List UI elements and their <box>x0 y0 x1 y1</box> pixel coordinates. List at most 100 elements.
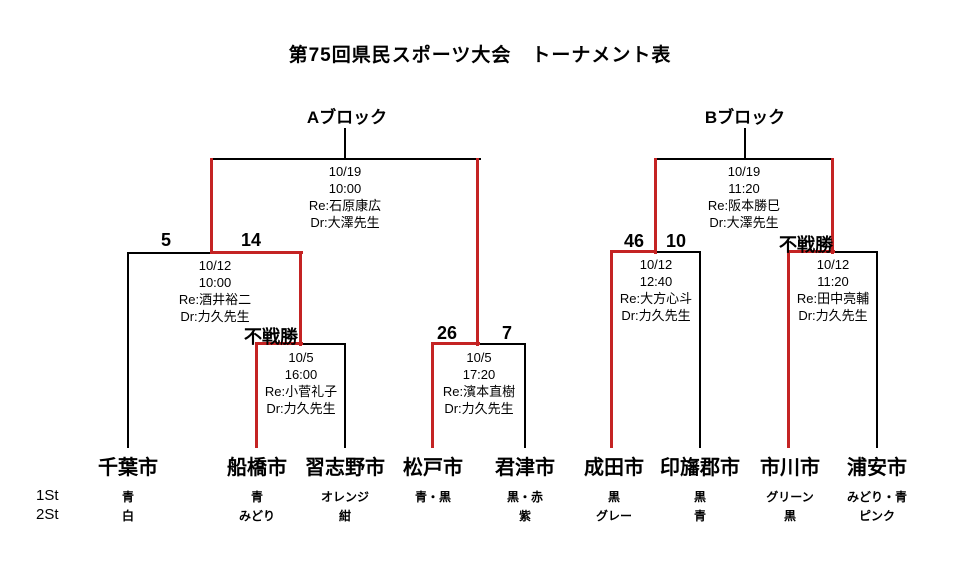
match-doctor: Dr:大澤先生 <box>709 215 779 230</box>
team-uniform-1st: 黒 <box>693 490 706 504</box>
line-a-block-riser <box>344 128 346 160</box>
team-name: 船橋市 <box>227 457 287 479</box>
team-uniform-2nd: 紫 <box>518 509 531 523</box>
line-b-final-top <box>655 158 834 160</box>
path-funabashi-round1-top <box>255 342 303 345</box>
path-funabashi-stub <box>255 342 258 448</box>
match-date: 10/19 <box>328 164 362 179</box>
team-column-matsudo: 松戸市 青・黒 <box>373 451 493 504</box>
team-uniform-1st: 青 <box>250 490 263 504</box>
path-a-final-left <box>210 158 213 254</box>
team-uniform-1st: グリーン <box>766 490 814 504</box>
block-b-label: Bブロック <box>704 108 786 127</box>
walkover-label-a: 不戦勝 <box>244 327 298 347</box>
team-column-urayasu: 浦安市 みどり・青 ピンク <box>817 451 937 523</box>
match-info-b-semifinal-right: 10/12 11:20 Re:田中亮輔 Dr:力久先生 <box>758 256 908 324</box>
path-b-final-left <box>654 158 657 254</box>
team-uniform-2nd: 白 <box>121 509 134 523</box>
team-column-inbagun: 印旛郡市 黒 青 <box>640 451 760 523</box>
path-ichikawa-semifinal-top <box>787 250 835 253</box>
uniform-row-label-2nd: 2St <box>36 506 59 523</box>
match-referee: Re:濱本直樹 <box>442 384 516 399</box>
match-time: 10:00 <box>328 181 362 196</box>
line-kimitsu-stub <box>524 343 526 448</box>
team-uniform-1st: 青 <box>121 490 134 504</box>
match-date: 10/5 <box>288 350 314 365</box>
match-time: 11:20 <box>728 181 760 196</box>
match-info-b-final: 10/19 11:20 Re:阪本勝巳 Dr:大澤先生 <box>669 163 819 231</box>
team-column-narita: 成田市 黒 グレー <box>554 451 674 523</box>
score-a-round1-right-right: 7 <box>501 323 512 343</box>
match-time: 11:20 <box>817 274 849 289</box>
team-column-kimitsu: 君津市 黒・赤 紫 <box>465 451 585 523</box>
path-a-final-right <box>476 158 479 346</box>
line-narashino-stub <box>344 343 346 448</box>
match-referee: Re:大方心斗 <box>619 291 693 306</box>
path-b-final-right <box>831 158 834 254</box>
path-funabashi-semifinal-top <box>210 251 303 254</box>
match-time: 12:40 <box>639 274 673 289</box>
match-date: 10/19 <box>727 164 761 179</box>
match-date: 10/12 <box>639 257 673 272</box>
match-info-a-round1-right: 10/5 17:20 Re:濱本直樹 Dr:力久先生 <box>404 349 554 417</box>
team-uniform-1st: オレンジ <box>320 490 369 504</box>
team-uniform-1st: みどり・青 <box>846 490 907 504</box>
score-a-round1-right-left: 26 <box>436 323 458 343</box>
match-doctor: Dr:力久先生 <box>266 401 336 416</box>
team-uniform-2nd: 紺 <box>338 509 351 523</box>
match-doctor: Dr:力久先生 <box>444 401 514 416</box>
match-time: 17:20 <box>462 367 496 382</box>
match-referee: Re:酒井裕二 <box>178 292 252 307</box>
line-a-final-top <box>211 158 481 160</box>
team-name: 千葉市 <box>98 457 158 479</box>
match-time: 16:00 <box>284 367 318 382</box>
match-doctor: Dr:力久先生 <box>180 309 250 324</box>
team-name: 君津市 <box>495 457 555 479</box>
match-info-b-semifinal-left: 10/12 12:40 Re:大方心斗 Dr:力久先生 <box>581 256 731 324</box>
match-info-a-semifinal: 10/12 10:00 Re:酒井裕二 Dr:力久先生 <box>140 257 290 325</box>
match-info-a-round1-left: 10/5 16:00 Re:小菅礼子 Dr:力久先生 <box>226 349 376 417</box>
score-a-semifinal-right: 14 <box>240 230 262 250</box>
match-referee: Re:阪本勝巳 <box>707 198 781 213</box>
match-doctor: Dr:大澤先生 <box>310 215 380 230</box>
team-uniform-2nd: 黒 <box>783 509 796 523</box>
team-column-ichikawa: 市川市 グリーン 黒 <box>730 451 850 523</box>
team-uniform-1st: 黒・赤 <box>506 490 543 504</box>
match-info-a-final: 10/19 10:00 Re:石原康広 Dr:大澤先生 <box>270 163 420 231</box>
match-date: 10/12 <box>198 258 232 273</box>
path-narita-semifinal-top <box>610 250 657 253</box>
score-b-semifinal-left-left: 46 <box>623 231 645 251</box>
team-name: 市川市 <box>760 457 820 479</box>
match-date: 10/5 <box>466 350 492 365</box>
team-column-chiba: 千葉市 青 白 <box>68 451 188 523</box>
page-title: 第75回県民スポーツ大会 トーナメント表 <box>288 45 672 66</box>
path-matsudo-round1-top <box>431 342 480 345</box>
path-ichikawa-stub <box>787 250 790 448</box>
walkover-label-b: 不戦勝 <box>779 235 833 255</box>
match-doctor: Dr:力久先生 <box>798 308 868 323</box>
path-funabashi-riser <box>299 251 302 346</box>
team-column-funabashi: 船橋市 青 みどり <box>197 451 317 523</box>
team-uniform-2nd: 青 <box>693 509 706 523</box>
team-uniform-1st: 青・黒 <box>414 490 451 504</box>
team-name: 松戸市 <box>403 457 463 479</box>
match-date: 10/12 <box>816 257 850 272</box>
team-uniform-2nd: グレー <box>595 509 632 523</box>
team-column-narashino: 習志野市 オレンジ 紺 <box>285 451 405 523</box>
match-referee: Re:石原康広 <box>308 198 382 213</box>
team-uniform-2nd: ピンク <box>858 509 895 523</box>
team-name: 浦安市 <box>847 457 907 479</box>
path-narita-stub <box>610 250 613 448</box>
line-b-block-riser <box>744 128 746 160</box>
path-matsudo-stub <box>431 342 434 448</box>
score-a-semifinal-left: 5 <box>160 230 171 250</box>
line-urayasu-stub <box>876 251 878 448</box>
team-uniform-1st: 黒 <box>607 490 620 504</box>
team-name: 成田市 <box>584 457 644 479</box>
team-name: 印旛郡市 <box>660 457 740 479</box>
match-time: 10:00 <box>198 275 232 290</box>
line-inbagun-stub <box>699 251 701 448</box>
team-name: 習志野市 <box>305 457 385 479</box>
match-referee: Re:小菅礼子 <box>264 384 338 399</box>
